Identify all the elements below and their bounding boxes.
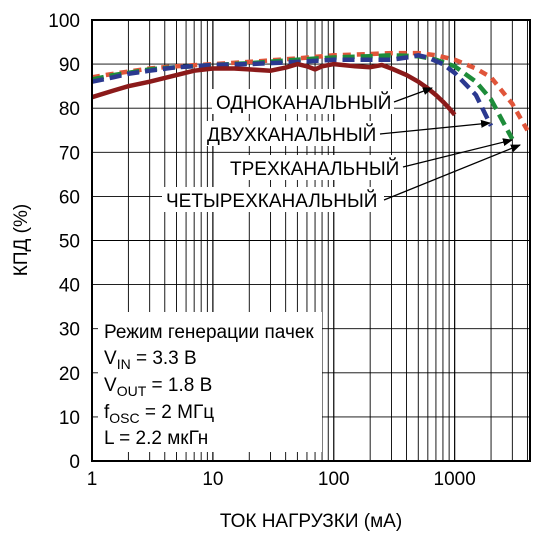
leader-arrows [379,87,521,201]
series-line-2 [91,53,494,127]
series-label-triple: ТРЕХКАНАЛЬНЫЙ [230,158,399,180]
y-tick-label: 50 [59,232,80,253]
series-lines [91,50,530,141]
series-label-single: ОДНОКАНАЛЬНЫЙ [216,92,391,114]
y-tick-label: 70 [59,143,80,164]
series-line-1 [91,61,457,117]
annotation-mode: Режим генерации пачек [104,322,314,343]
y-tick-label: 0 [69,452,80,473]
tick-labels: 1 10 100 1000 0 10 20 30 40 50 60 70 80 90 100 [48,11,476,490]
x-tick-label: 10 [202,469,223,490]
x-tick-label: 1000 [434,469,476,490]
arrow-triple [402,138,513,168]
label-bg-4ch [162,187,384,212]
label-bg-1ch [212,89,394,114]
label-bg-2ch [204,121,380,146]
y-axis-label: КПД (%) [11,204,32,276]
annotation-vout: VOUT = 1.8 В [104,375,212,399]
arrow-quad [383,144,521,201]
y-tick-label: 90 [59,55,80,76]
annotation-box-bg [98,312,322,452]
label-bg-3ch [227,155,403,180]
series-label-dual: ДВУХКАНАЛЬНЫЙ [207,124,376,146]
annotation-vin: VIN = 3.3 В [104,348,197,372]
annotation-inductor: L = 2.2 мкГн [104,428,208,449]
series-label-quad: ЧЕТЫРЕХКАНАЛЬНЫЙ [166,190,377,212]
y-tick-label: 60 [59,187,80,208]
y-tick-label: 100 [48,11,80,32]
x-tick-label: 100 [318,469,350,490]
y-tick-label: 20 [59,364,80,385]
y-tick-label: 80 [59,99,80,120]
annotation-fosc: fOSC = 2 МГц [104,402,214,426]
arrow-dual [379,119,491,135]
x-tick-label: 1 [87,469,98,490]
plot-frame [91,19,531,462]
y-tick-label: 10 [59,408,80,429]
y-tick-label: 30 [59,320,80,341]
x-axis-label: ТОК НАГРУЗКИ (мА) [220,511,402,532]
y-tick-label: 40 [59,276,80,297]
arrow-single [393,87,433,103]
